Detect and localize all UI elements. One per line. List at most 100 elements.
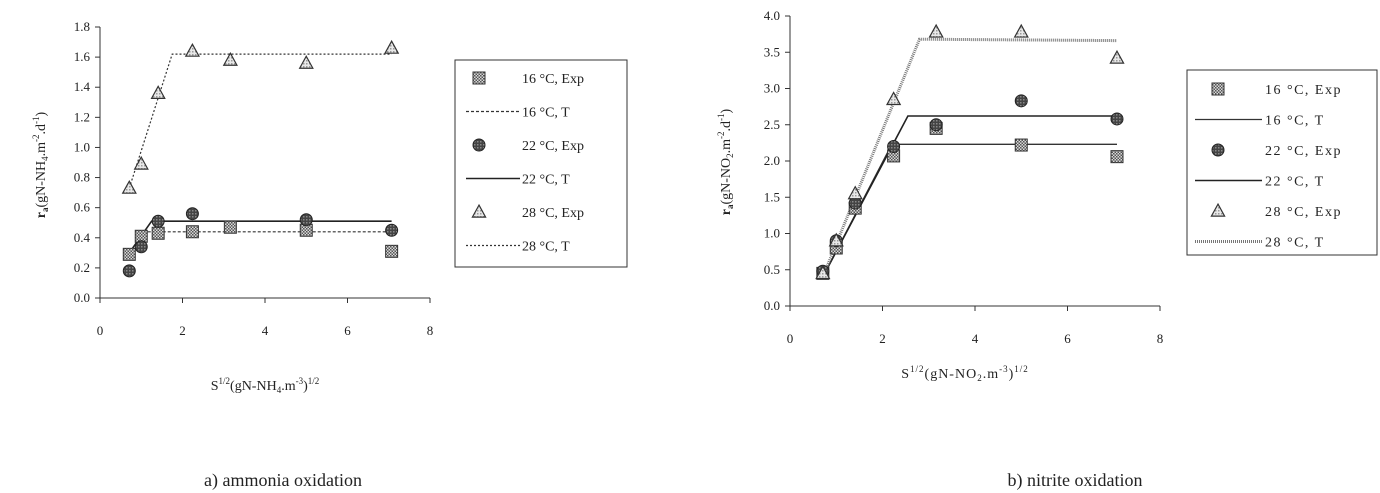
data-point (828, 232, 844, 247)
legend-label: 16 °C, T (1265, 114, 1325, 129)
legend (454, 59, 628, 268)
data-point (885, 91, 902, 106)
x-tick-label: 6 (1064, 331, 1071, 346)
x-tick-label: 6 (344, 323, 351, 338)
legend-marker-swatch (1211, 143, 1225, 157)
data-point (384, 39, 400, 54)
legend-marker-swatch (472, 138, 486, 152)
data-point (298, 54, 314, 69)
legend-marker-swatch (472, 71, 486, 85)
x-tick-label: 0 (97, 323, 104, 338)
y-tick-label: 0.4 (74, 230, 91, 245)
x-tick-label: 8 (427, 323, 434, 338)
x-tick-label: 0 (787, 331, 794, 346)
series-line (128, 231, 392, 255)
x-ticks: 0 2 4 6 8 (787, 306, 1164, 346)
chart-nitrite-oxidation: 0.0 0.5 1.0 1.5 2.0 2.5 3.0 3.5 4.0 0 2 4 6 8 ra(gN-… (716, 8, 1378, 491)
legend-marker-swatch (1211, 82, 1225, 96)
data-point (121, 179, 137, 194)
y-tick-label: 0.0 (74, 290, 90, 305)
y-tick-label: 1.8 (74, 19, 90, 34)
x-tick-label: 2 (179, 323, 186, 338)
legend-label: 16 °C, Exp (522, 72, 584, 87)
legend-label: 22 °C, T (1265, 175, 1325, 190)
data-point (133, 155, 149, 170)
data-point (151, 226, 165, 240)
y-tick-label: 2.5 (764, 117, 780, 132)
data-point (887, 140, 901, 153)
y-tick-label: 3.0 (764, 81, 780, 96)
series-line (822, 115, 1117, 278)
data-point (150, 85, 166, 99)
data-point (385, 244, 399, 258)
data-point (1110, 112, 1124, 126)
data-point (122, 264, 136, 278)
series-lines (821, 37, 1118, 278)
series-points (815, 23, 1125, 280)
x-tick-label: 4 (262, 323, 269, 338)
legend-label: 28 °C, T (522, 240, 570, 255)
data-point (1110, 150, 1124, 164)
legend-label: 22 °C, Exp (522, 139, 584, 154)
legend-entries: 16 °C, Exp 16 °C, T 22 °C, Exp 22 °C, T 28 °… (1195, 82, 1342, 251)
y-tick-label: 0.0 (764, 298, 780, 313)
y-tick-label: 1.0 (74, 139, 90, 154)
y-tick-label: 1.5 (764, 189, 780, 204)
data-point (1014, 94, 1028, 108)
y-tick-label: 0.5 (764, 262, 780, 277)
x-axis-label: S1/2(gN-NO2.m-3)1/2 (901, 364, 1029, 383)
y-tick-label: 0.2 (74, 260, 90, 275)
data-point (122, 247, 136, 261)
y-ticks: 0.0 0.5 1.0 1.5 2.0 2.5 3.0 3.5 4.0 (764, 8, 790, 313)
data-point (184, 42, 201, 57)
data-point (222, 51, 238, 66)
data-point (151, 214, 165, 228)
legend (1186, 69, 1378, 256)
data-point (929, 118, 943, 132)
x-ticks: 0 2 4 6 8 (97, 298, 434, 338)
x-axis-label: S1/2(gN-NH4.m-3)1/2 (211, 376, 320, 395)
legend-label: 28 °C, Exp (522, 206, 584, 221)
legend-entries: 16 °C, Exp 16 °C, T 22 °C, Exp 22 °C, T 28 °… (466, 71, 584, 255)
y-tick-label: 1.2 (74, 109, 90, 124)
series-line (822, 143, 1117, 278)
y-tick-label: 0.8 (74, 170, 90, 185)
data-point (185, 207, 199, 221)
y-tick-label: 1.0 (764, 226, 780, 241)
data-point (1109, 49, 1125, 64)
data-point (1014, 138, 1028, 152)
x-tick-label: 8 (1157, 331, 1164, 346)
caption-a: a) ammonia oxidation (204, 470, 362, 491)
legend-label: 16 °C, Exp (1265, 83, 1342, 98)
x-tick-label: 4 (972, 331, 979, 346)
x-tick-label: 2 (879, 331, 886, 346)
series-line (128, 220, 392, 254)
y-tick-label: 0.6 (74, 200, 91, 215)
y-tick-label: 1.4 (74, 79, 91, 94)
data-point (847, 185, 863, 200)
y-tick-label: 4.0 (764, 8, 780, 23)
legend-label: 16 °C, T (522, 106, 570, 121)
legend-marker-swatch (471, 203, 487, 218)
legend-marker-swatch (1210, 202, 1226, 217)
data-point (299, 213, 313, 227)
legend-label: 22 °C, Exp (1265, 144, 1342, 159)
data-point (134, 240, 148, 254)
data-point (385, 223, 399, 237)
series-points (121, 39, 400, 278)
chart-ammonia-oxidation: 0.0 0.2 0.4 0.6 0.8 1.0 1.2 1.4 1.6 1.8 0 2 4 6 8 ra(… (31, 19, 628, 491)
caption-b: b) nitrite oxidation (1008, 470, 1143, 491)
data-point (815, 265, 831, 280)
y-tick-label: 1.6 (74, 49, 91, 64)
data-point (185, 225, 199, 239)
y-tick-label: 3.5 (764, 44, 780, 59)
legend-label: 22 °C, T (522, 173, 570, 188)
legend-label: 28 °C, T (1265, 236, 1325, 251)
y-axis-label: ra(gN-NH4.m-2.d-1) (31, 111, 50, 218)
data-point (1013, 23, 1029, 38)
series-line (128, 53, 392, 189)
y-tick-label: 2.0 (764, 153, 780, 168)
data-point (223, 220, 237, 234)
series-lines (128, 53, 392, 255)
